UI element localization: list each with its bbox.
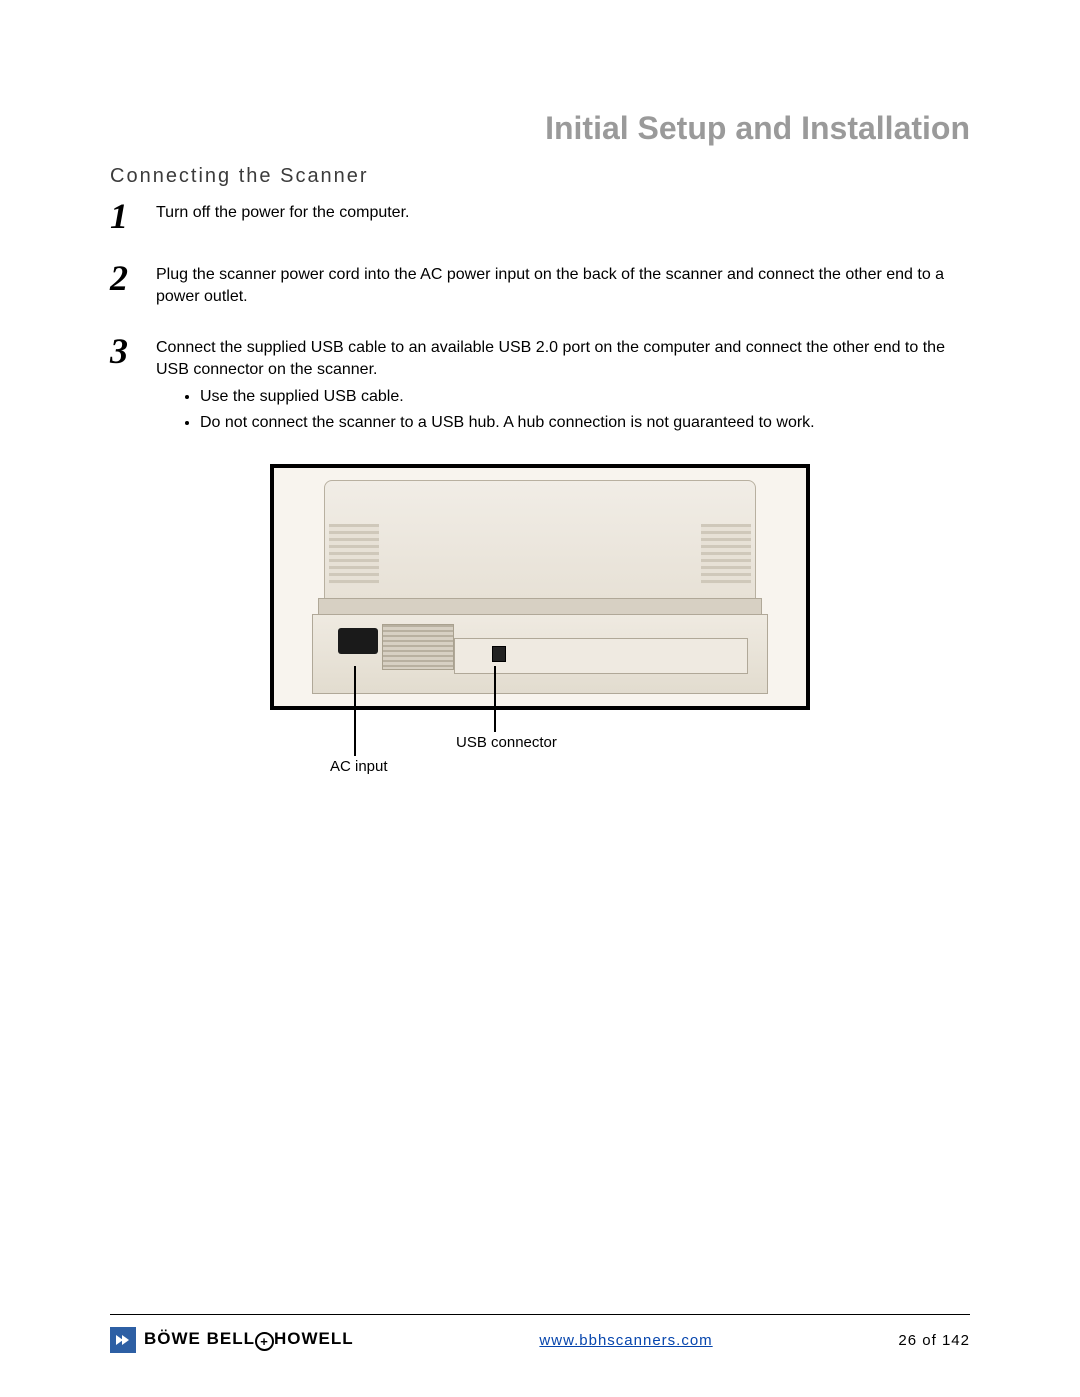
step-2: 2 Plug the scanner power cord into the A… <box>110 260 970 307</box>
scanner-photo <box>270 464 810 710</box>
vent-grille-icon <box>382 624 454 670</box>
step-1: 1 Turn off the power for the computer. <box>110 198 970 234</box>
brand-mark-icon <box>110 1327 136 1353</box>
brand-part-a: BÖWE <box>144 1329 207 1348</box>
brand-part-c: HOWELL <box>274 1329 354 1348</box>
step-3: 3 Connect the supplied USB cable to an a… <box>110 333 970 437</box>
step-3-text: Connect the supplied USB cable to an ava… <box>156 339 945 378</box>
brand-logo: BÖWE BELL+HOWELL <box>110 1327 354 1353</box>
page-title: Initial Setup and Installation <box>110 110 970 147</box>
page-number: 26 of 142 <box>898 1332 970 1349</box>
brand-part-b: BELL <box>207 1329 255 1348</box>
callout-line-usb <box>494 666 496 732</box>
step-2-text: Plug the scanner power cord into the AC … <box>156 260 970 307</box>
callout-line-ac <box>354 666 356 756</box>
step-3-bullet-1: Use the supplied USB cable. <box>200 386 970 408</box>
page-footer: BÖWE BELL+HOWELL www.bbhscanners.com 26 … <box>110 1327 970 1353</box>
callout-label-ac: AC input <box>330 758 388 775</box>
plus-icon: + <box>255 1332 274 1351</box>
vent-right-icon <box>701 524 751 584</box>
footer-rule <box>110 1314 970 1315</box>
ac-input-port-icon <box>338 628 378 654</box>
step-3-number: 3 <box>110 333 150 369</box>
vent-left-icon <box>329 524 379 584</box>
scanner-diagram: AC input USB connector <box>270 464 810 780</box>
brand-name: BÖWE BELL+HOWELL <box>144 1329 354 1351</box>
step-3-bullet-2: Do not connect the scanner to a USB hub.… <box>200 412 970 434</box>
usb-port-icon <box>492 646 506 662</box>
callout-label-usb: USB connector <box>456 734 557 751</box>
step-2-number: 2 <box>110 260 150 296</box>
step-1-number: 1 <box>110 198 150 234</box>
footer-url-link[interactable]: www.bbhscanners.com <box>539 1332 712 1349</box>
step-1-text: Turn off the power for the computer. <box>156 198 409 224</box>
section-subtitle: Connecting the Scanner <box>110 165 970 188</box>
scanner-top-shell <box>324 480 756 600</box>
